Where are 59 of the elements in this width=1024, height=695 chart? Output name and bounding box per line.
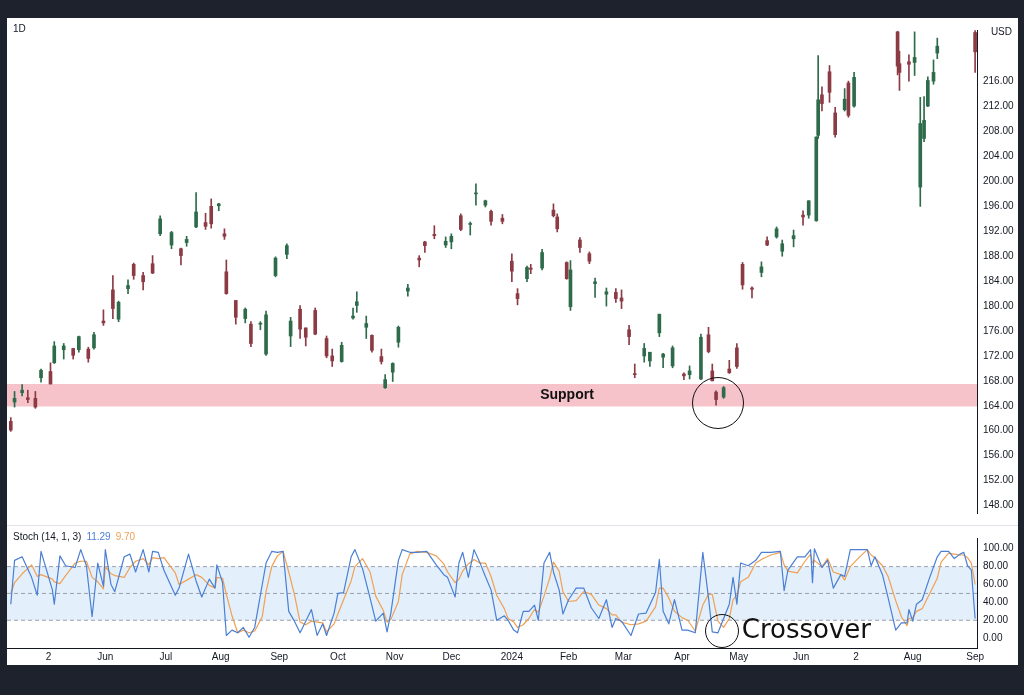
candlestick: [364, 315, 369, 339]
y-tick-label: 168.00: [983, 374, 1015, 386]
x-tick-label: 2: [853, 650, 860, 662]
x-tick-label: Jun: [793, 650, 810, 662]
x-tick-label: Mar: [614, 650, 633, 662]
x-tick-label: Dec: [442, 650, 461, 662]
y-tick-label: 172.00: [983, 349, 1015, 361]
y-tick-label: 196.00: [983, 200, 1015, 212]
candlestick: [354, 291, 359, 313]
candlestick: [468, 221, 473, 236]
x-tick-label: Nov: [385, 650, 404, 662]
y-tick-label: 100.00: [983, 542, 1015, 554]
x-tick-label: Oct: [330, 650, 346, 662]
y-tick-label: 60.00: [983, 578, 1009, 590]
y-tick-label: 216.00: [983, 75, 1015, 87]
x-tick-label: May: [729, 650, 749, 662]
x-tick-label: Feb: [559, 650, 578, 662]
y-tick-label: 148.00: [983, 499, 1015, 511]
y-tick-label: 204.00: [983, 150, 1015, 162]
series-label: 11.29: [86, 531, 111, 542]
candlestick: [750, 286, 754, 299]
candlestick: [632, 363, 637, 379]
y-tick-label: 188.00: [983, 249, 1015, 261]
x-tick-label: Sep: [270, 650, 289, 662]
y-tick-label: 80.00: [983, 560, 1009, 572]
candlestick: [432, 225, 437, 240]
x-tick-label: Sep: [966, 650, 985, 662]
y-tick-label: 212.00: [983, 100, 1015, 112]
y-tick-label: 0.00: [983, 631, 1003, 643]
candlestick: [528, 264, 533, 275]
y-tick-label: 176.00: [983, 324, 1015, 336]
x-tick-label: Jun: [97, 650, 114, 662]
y-tick-label: 40.00: [983, 596, 1009, 608]
candlestick: [20, 384, 24, 397]
y-tick-label: 184.00: [983, 274, 1015, 286]
chart-title: 1D: [13, 23, 26, 34]
band-label: Support: [540, 386, 595, 403]
y-tick-label: 164.00: [983, 399, 1015, 411]
y-tick-label: 180.00: [983, 299, 1015, 311]
candlestick: [593, 277, 597, 298]
x-tick-label: Apr: [674, 650, 691, 662]
y-tick-label: 208.00: [983, 125, 1015, 137]
chart-title: Stoch (14, 1, 3): [13, 531, 82, 542]
x-tick-label: Aug: [903, 650, 922, 662]
x-tick-label: 2: [45, 650, 52, 662]
y-tick-label: 152.00: [983, 474, 1015, 486]
candlestick: [907, 54, 911, 82]
y-tick-label: 200.00: [983, 175, 1015, 187]
x-tick-label: Jul: [159, 650, 173, 662]
series-label: 9.70: [115, 531, 136, 542]
y-tick-label: 160.00: [983, 424, 1015, 436]
x-tick-label: Aug: [211, 650, 230, 662]
y-axis-title: USD: [990, 26, 1012, 37]
y-tick-label: 20.00: [983, 614, 1009, 626]
y-tick-label: 192.00: [983, 225, 1015, 237]
annotation: Crossover: [741, 613, 872, 644]
candlestick: [25, 389, 30, 404]
x-tick-label: 2024: [500, 650, 524, 662]
y-tick-label: 156.00: [983, 449, 1015, 461]
